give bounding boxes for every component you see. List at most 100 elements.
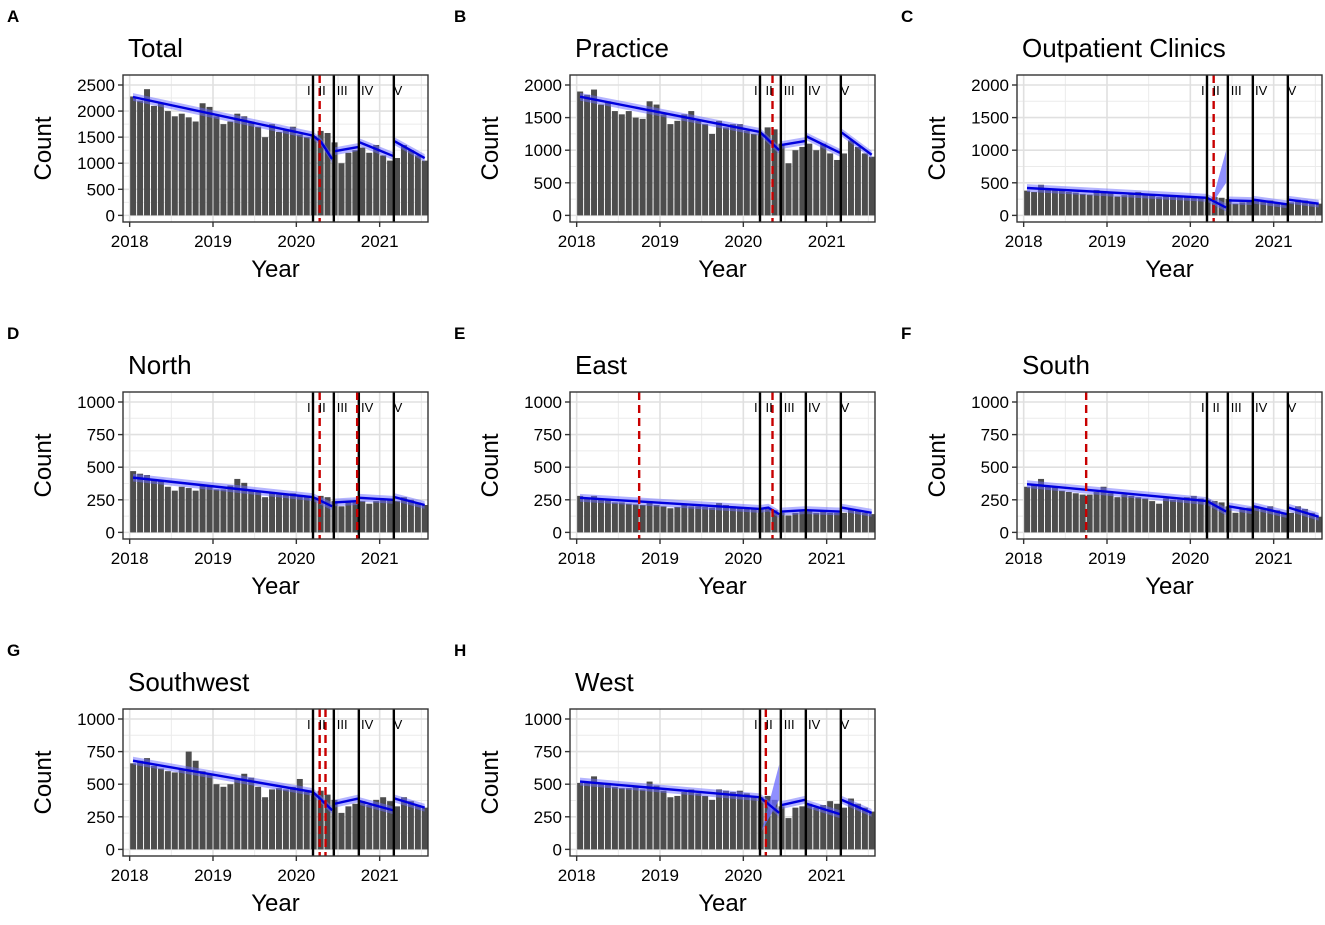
bar bbox=[792, 150, 799, 216]
bar bbox=[597, 499, 604, 533]
x-tick-label: 2018 bbox=[558, 549, 596, 568]
bar bbox=[660, 114, 667, 216]
bar bbox=[1044, 486, 1051, 533]
bar bbox=[248, 490, 255, 533]
y-tick-label: 1000 bbox=[524, 393, 562, 412]
bar bbox=[352, 803, 359, 850]
bar bbox=[764, 508, 771, 533]
phase-label: I bbox=[307, 717, 311, 732]
y-tick-label: 500 bbox=[534, 775, 562, 794]
bar bbox=[868, 811, 875, 850]
bar bbox=[130, 763, 137, 850]
x-tick-label: 2020 bbox=[724, 549, 762, 568]
trend-line bbox=[1288, 198, 1319, 205]
bar bbox=[1142, 498, 1149, 533]
x-tick-label: 2018 bbox=[1005, 549, 1043, 568]
bar bbox=[813, 807, 820, 850]
bar bbox=[296, 495, 303, 533]
bar bbox=[185, 751, 192, 850]
y-axis-title: Count bbox=[924, 116, 951, 180]
x-tick-label: 2020 bbox=[1171, 549, 1209, 568]
bar bbox=[736, 124, 743, 216]
bar bbox=[667, 508, 674, 533]
y-tick-label: 1000 bbox=[77, 710, 115, 729]
bar bbox=[785, 515, 792, 533]
panel-border bbox=[1016, 391, 1323, 540]
y-tick-label: 500 bbox=[87, 775, 115, 794]
bar bbox=[1031, 191, 1038, 216]
panel-title: South bbox=[1022, 350, 1090, 380]
bar bbox=[366, 503, 373, 533]
bar bbox=[366, 152, 373, 216]
panel-tag: F bbox=[901, 324, 911, 343]
bar bbox=[157, 768, 164, 850]
y-tick-label: 2000 bbox=[971, 76, 1009, 95]
bar bbox=[373, 144, 380, 216]
bar bbox=[709, 133, 716, 216]
bar bbox=[373, 799, 380, 850]
bar bbox=[178, 113, 185, 216]
bar bbox=[421, 160, 428, 216]
trend-line bbox=[394, 496, 425, 507]
bar bbox=[709, 507, 716, 533]
bar bbox=[827, 801, 834, 850]
phase-label: V bbox=[394, 400, 403, 415]
bar bbox=[345, 806, 352, 850]
bar bbox=[1301, 508, 1308, 533]
panel-title: Practice bbox=[575, 33, 669, 63]
trend-line bbox=[394, 140, 426, 160]
panel-border bbox=[122, 708, 429, 857]
bar bbox=[359, 501, 366, 533]
bar bbox=[234, 778, 241, 850]
bar bbox=[702, 795, 709, 850]
bar bbox=[1038, 478, 1045, 533]
bar bbox=[695, 120, 702, 216]
bar bbox=[255, 491, 262, 533]
trend-line bbox=[1253, 505, 1288, 516]
bar bbox=[827, 153, 834, 216]
phase-label: V bbox=[394, 717, 403, 732]
phase-label: III bbox=[784, 717, 795, 732]
bar bbox=[653, 505, 660, 533]
bar bbox=[591, 89, 598, 216]
bar bbox=[220, 786, 227, 850]
bar bbox=[157, 481, 164, 533]
trend-line bbox=[334, 797, 359, 805]
bar bbox=[1260, 508, 1267, 533]
bar bbox=[688, 789, 695, 850]
phase-label: IV bbox=[808, 717, 821, 732]
y-tick-label: 250 bbox=[87, 808, 115, 827]
y-tick-label: 0 bbox=[106, 206, 115, 225]
panel-border bbox=[122, 391, 429, 540]
bar bbox=[227, 485, 234, 533]
bar bbox=[847, 508, 854, 533]
bar bbox=[1128, 495, 1135, 533]
panel-tag: C bbox=[901, 7, 913, 26]
bar bbox=[199, 485, 206, 533]
panel-border bbox=[569, 708, 876, 857]
bar bbox=[178, 768, 185, 850]
x-tick-label: 2021 bbox=[808, 232, 846, 251]
bar bbox=[206, 486, 213, 533]
phase-label: IV bbox=[808, 400, 821, 415]
y-tick-label: 250 bbox=[981, 491, 1009, 510]
bar bbox=[1107, 493, 1114, 533]
bar bbox=[861, 153, 868, 216]
y-tick-label: 0 bbox=[1000, 206, 1009, 225]
y-tick-label: 500 bbox=[87, 458, 115, 477]
bar bbox=[394, 501, 401, 533]
bar bbox=[262, 797, 269, 850]
x-tick-label: 2021 bbox=[1255, 549, 1293, 568]
x-tick-label: 2020 bbox=[277, 549, 315, 568]
bar bbox=[618, 788, 625, 850]
bar bbox=[206, 773, 213, 850]
bar bbox=[1044, 188, 1051, 216]
bar bbox=[137, 473, 144, 533]
trend-band bbox=[133, 93, 333, 163]
bar bbox=[171, 772, 178, 850]
bar bbox=[639, 789, 646, 850]
bar bbox=[611, 786, 618, 850]
panel-title: Total bbox=[128, 33, 183, 63]
x-axis-title: Year bbox=[251, 573, 300, 600]
